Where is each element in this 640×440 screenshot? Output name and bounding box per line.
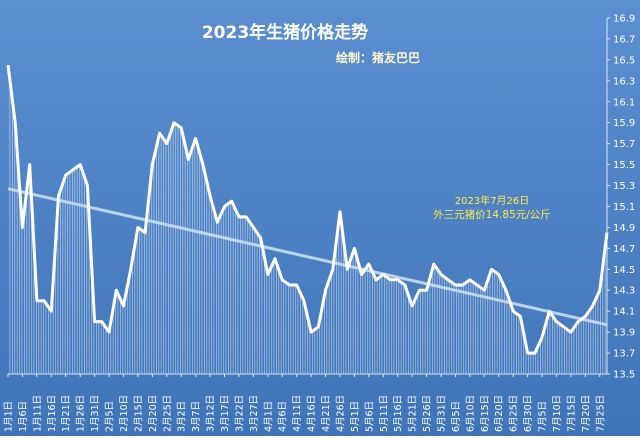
x-tick-label: 7月15日 xyxy=(566,395,577,432)
chart-title: 2023年生猪价格走势 xyxy=(202,22,368,43)
annotation: 外三元猪价14.85元/公斤 xyxy=(433,209,551,221)
x-tick-label: 6月5日 xyxy=(451,401,462,432)
y-tick-label: 16.7 xyxy=(613,34,635,45)
x-tick-label: 1月26日 xyxy=(76,395,87,432)
x-tick-label: 1月31日 xyxy=(90,395,101,432)
y-tick-label: 15.3 xyxy=(613,181,635,192)
y-tick-label: 16.5 xyxy=(613,55,635,66)
x-tick-label: 6月10日 xyxy=(465,395,476,432)
x-tick-label: 4月26日 xyxy=(335,395,346,432)
y-tick-label: 14.1 xyxy=(613,307,635,318)
x-tick-label: 5月21日 xyxy=(408,395,419,432)
y-tick-label: 14.5 xyxy=(613,265,635,276)
x-tick-label: 5月11日 xyxy=(379,395,390,432)
x-tick-label: 1月6日 xyxy=(18,401,29,432)
x-tick-label: 6月20日 xyxy=(494,395,505,432)
x-tick-label: 5月16日 xyxy=(393,395,404,432)
y-tick-label: 15.5 xyxy=(613,160,635,171)
y-tick-label: 13.9 xyxy=(613,328,635,339)
x-tick-label: 2月5日 xyxy=(105,401,116,432)
x-tick-label: 2月10日 xyxy=(119,395,130,432)
x-tick-label: 4月11日 xyxy=(292,395,303,432)
x-tick-label: 4月16日 xyxy=(307,395,318,432)
y-tick-label: 15.1 xyxy=(613,202,635,213)
x-tick-label: 5月1日 xyxy=(350,401,361,432)
x-tick-label: 4月6日 xyxy=(278,401,289,432)
x-tick-label: 1月21日 xyxy=(61,395,72,432)
x-tick-label: 1月16日 xyxy=(47,395,58,432)
x-tick-label: 6月25日 xyxy=(509,395,520,432)
y-tick-label: 16.9 xyxy=(613,14,635,25)
x-tick-label: 7月5日 xyxy=(538,401,549,432)
y-tick-label: 16.1 xyxy=(613,97,635,108)
y-tick-label: 14.9 xyxy=(613,223,635,234)
x-tick-label: 3月27日 xyxy=(249,395,260,432)
x-tick-label: 6月30日 xyxy=(523,395,534,432)
y-tick-label: 13.7 xyxy=(613,349,635,360)
x-tick-label: 3月2日 xyxy=(177,401,188,432)
x-tick-label: 5月31日 xyxy=(437,395,448,432)
annotation: 2023年7月26日 xyxy=(455,194,530,207)
x-tick-label: 3月7日 xyxy=(191,401,202,432)
x-tick-label: 3月22日 xyxy=(234,395,245,432)
x-tick-label: 4月21日 xyxy=(321,395,332,432)
y-tick-label: 13.5 xyxy=(613,370,635,381)
x-tick-label: 1月11日 xyxy=(32,395,43,432)
x-tick-label: 3月17日 xyxy=(220,395,231,432)
x-tick-label: 5月6日 xyxy=(364,401,375,432)
x-tick-label: 7月25日 xyxy=(595,395,606,432)
line xyxy=(6,64,609,355)
y-tick-label: 14.3 xyxy=(613,286,635,297)
trend-line xyxy=(7,187,608,327)
x-tick-label: 2月20日 xyxy=(148,395,159,432)
x-tick-label: 2月15日 xyxy=(133,395,144,432)
x-tick-label: 4月1日 xyxy=(263,401,274,432)
x-tick-label: 5月26日 xyxy=(422,395,433,432)
subtitle: 绘制：猪友巴巴 xyxy=(336,50,420,65)
x-tick-label: 7月20日 xyxy=(581,395,592,432)
y-tick-label: 15.7 xyxy=(613,139,635,150)
x-tick-label: 3月12日 xyxy=(206,395,217,432)
x-tick-label: 7月10日 xyxy=(552,395,563,432)
x-tick-label: 1月1日 xyxy=(4,401,15,432)
y-tick-label: 16.3 xyxy=(613,76,635,87)
x-tick-label: 6月15日 xyxy=(480,395,491,432)
x-tick-label: 2月25日 xyxy=(162,395,173,432)
y-tick-label: 14.7 xyxy=(613,244,635,255)
y-tick-label: 15.9 xyxy=(613,118,635,129)
